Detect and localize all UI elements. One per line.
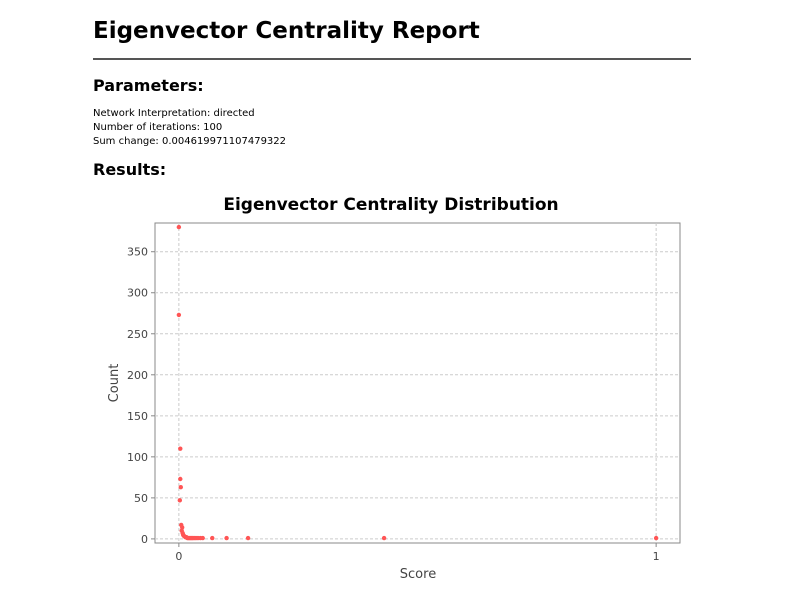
y-tick-label: 0 [141,533,148,546]
param-network-interpretation: Network Interpretation: directed [93,108,255,119]
scatter-point [653,535,659,541]
scatter-point [224,535,229,541]
y-tick-label: 250 [127,328,148,341]
chart-title: Eigenvector Centrality Distribution [223,195,558,215]
y-tick-label: 300 [127,287,148,300]
scatter-point [178,485,183,490]
x-axis-label: Score [400,567,436,582]
grid-lines [155,223,680,543]
x-tick-label: 1 [653,550,660,563]
plot-area [154,222,681,544]
title-divider [93,58,691,60]
y-tick-label: 150 [127,410,148,423]
data-points [176,224,659,541]
y-axis-label: Count [107,364,122,403]
scatter-point [176,312,182,318]
scatter-point [200,535,205,541]
scatter-point [180,525,185,530]
parameters-heading: Parameters: [93,76,204,95]
param-sum-change: Sum change: 0.004619971107479322 [93,136,287,147]
scatter-point [210,535,215,541]
y-tick-label: 100 [127,451,148,464]
scatter-point [177,498,183,503]
scatter-point [178,476,183,482]
param-iterations: Number of iterations: 100 [93,122,223,133]
scatter-point [176,224,182,230]
y-tick-label: 350 [127,246,148,259]
axis-ticks: 0 50 100 150 200 250 300 350 0 1 [127,246,660,563]
results-heading: Results: [93,160,167,179]
x-tick-label: 0 [175,550,182,563]
report-title: Eigenvector Centrality Report [93,18,480,44]
scatter-point [381,535,387,541]
scatter-point [178,446,183,451]
y-tick-label: 50 [134,492,148,505]
scatter-point [245,535,251,541]
y-tick-label: 200 [127,369,148,382]
